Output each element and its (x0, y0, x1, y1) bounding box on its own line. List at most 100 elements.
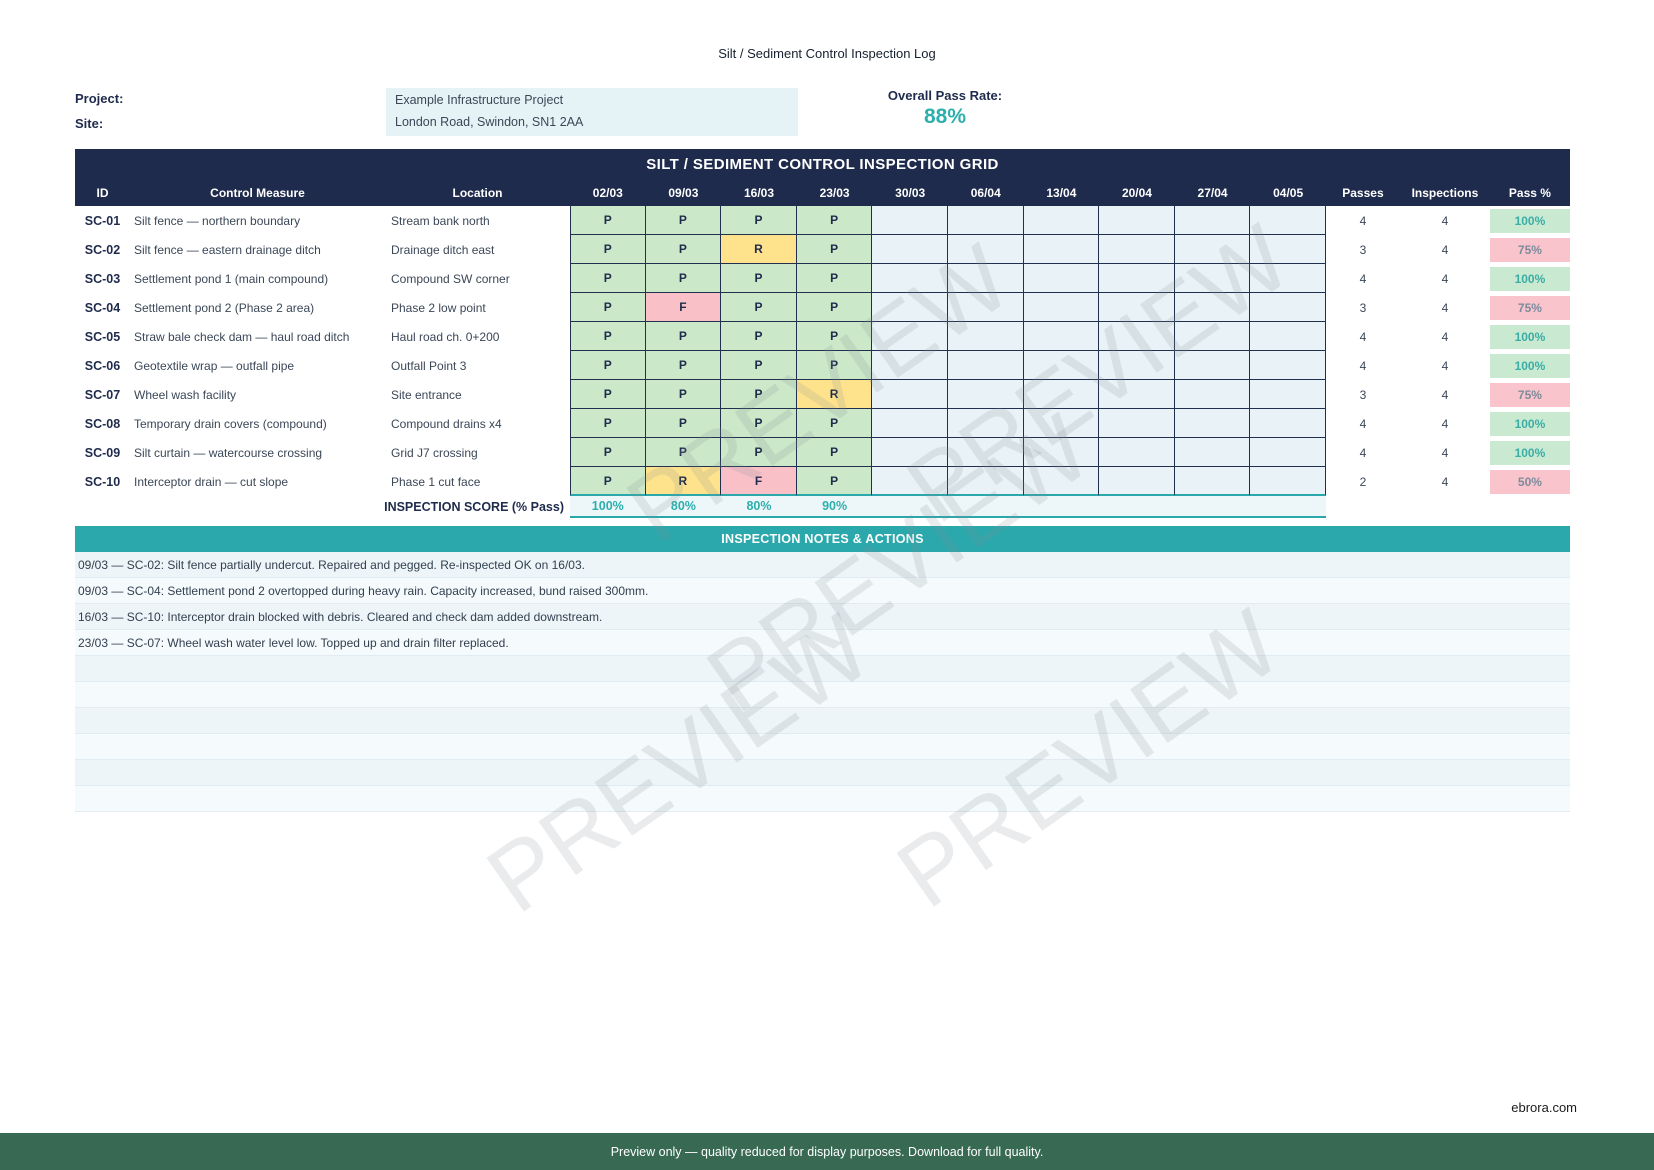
result-cell: P (645, 351, 722, 380)
result-cell (1250, 409, 1326, 438)
col-header-date-1: 09/03 (668, 185, 699, 200)
result-cell (1174, 467, 1251, 496)
score-cell-4 (872, 496, 948, 518)
result-cell (1099, 380, 1175, 409)
col-header-id: ID (96, 185, 109, 200)
row-passes: 4 (1359, 271, 1367, 286)
row-location: Grid J7 crossing (391, 445, 478, 460)
grid-row-SC-10: SC-10 Interceptor drain — cut slope Phase … (75, 467, 1570, 496)
col-header-inspections: Inspections (1411, 185, 1479, 200)
pass-rate-value: 88% (923, 105, 967, 128)
result-cell: P (796, 293, 873, 322)
result-cell: P (796, 235, 873, 264)
row-location: Phase 2 low point (391, 300, 486, 315)
inspection-score-row: INSPECTION SCORE (% Pass) 100% 80% 80% 90% (75, 496, 1570, 518)
result-cell: P (721, 264, 797, 293)
grid-row-SC-04: SC-04 Settlement pond 2 (Phase 2 area) Pha… (75, 293, 1570, 322)
notes-title: INSPECTION NOTES & ACTIONS (75, 526, 1570, 552)
result-cell (872, 409, 948, 438)
result-cell: F (645, 293, 722, 322)
result-cell (947, 264, 1024, 293)
row-pass-pct: 50% (1489, 467, 1570, 496)
pass-pct-chip: 75% (1489, 295, 1570, 320)
note-empty-row (75, 760, 1570, 786)
row-pass-pct: 75% (1489, 293, 1570, 322)
result-cell (1174, 264, 1251, 293)
brand-link: ebrora.com (1511, 1100, 1577, 1115)
row-id: SC-06 (84, 358, 121, 373)
row-location: Compound SW corner (391, 271, 510, 286)
result-cell (1250, 264, 1326, 293)
result-cell: P (645, 235, 722, 264)
pass-rate-label: Overall Pass Rate: (887, 88, 1003, 103)
grid-header-row: ID Control Measure Location 02/03 09/03 16/03… (75, 179, 1570, 206)
inspection-score-label: INSPECTION SCORE (% Pass) (384, 500, 564, 514)
result-cell (872, 438, 948, 467)
col-header-date-7: 20/04 (1121, 185, 1152, 200)
note-item: 23/03 — SC-07: Wheel wash water level lo… (75, 630, 1570, 656)
row-location: Phase 1 cut face (391, 474, 481, 489)
grid-body: ID Control Measure Location 02/03 09/03 16/03… (75, 179, 1570, 518)
result-cell: P (721, 322, 797, 351)
result-cell (872, 322, 948, 351)
result-cell (1023, 380, 1100, 409)
result-cell (1174, 438, 1251, 467)
row-measure: Geotextile wrap — outfall pipe (134, 358, 295, 373)
row-pass-pct: 100% (1489, 206, 1570, 235)
result-cell: P (645, 438, 722, 467)
result-cell (1099, 351, 1175, 380)
result-cell: P (796, 322, 873, 351)
result-cell: P (645, 206, 722, 235)
result-cell (947, 235, 1024, 264)
row-location: Site entrance (391, 387, 462, 402)
row-pass-pct: 100% (1489, 322, 1570, 351)
grid-row-SC-05: SC-05 Straw bale check dam — haul road di… (75, 322, 1570, 351)
info-values-panel (386, 88, 798, 136)
result-cell (1174, 380, 1251, 409)
result-cell (1099, 293, 1175, 322)
result-cell (1250, 467, 1326, 496)
result-cell: F (721, 467, 797, 496)
row-id: SC-10 (84, 474, 121, 489)
row-id: SC-05 (84, 329, 121, 344)
row-measure: Wheel wash facility (134, 387, 237, 402)
score-cell-8 (1174, 496, 1251, 518)
result-cell: P (721, 206, 797, 235)
note-item: 09/03 — SC-02: Silt fence partially unde… (75, 552, 1570, 578)
col-header-date-0: 02/03 (592, 185, 623, 200)
pass-pct-chip: 100% (1489, 324, 1570, 349)
pass-pct-chip: 75% (1489, 237, 1570, 262)
result-cell: P (796, 264, 873, 293)
row-pass-pct: 100% (1489, 264, 1570, 293)
score-cell-2: 80% (721, 496, 797, 518)
col-header-date-3: 23/03 (819, 185, 850, 200)
result-cell (1023, 264, 1100, 293)
result-cell: P (721, 380, 797, 409)
grid-row-SC-06: SC-06 Geotextile wrap — outfall pipe Outfa… (75, 351, 1570, 380)
row-pass-pct: 75% (1489, 235, 1570, 264)
pass-pct-chip: 100% (1489, 266, 1570, 291)
pass-pct-chip: 100% (1489, 208, 1570, 233)
result-cell (872, 467, 948, 496)
result-cell (1023, 293, 1100, 322)
note-empty-row (75, 786, 1570, 812)
row-measure: Straw bale check dam — haul road ditch (134, 329, 350, 344)
col-header-date-5: 06/04 (970, 185, 1001, 200)
score-cell-9 (1250, 496, 1326, 518)
pass-pct-chip: 100% (1489, 440, 1570, 465)
row-measure: Temporary drain covers (compound) (134, 416, 327, 431)
result-cell: P (721, 409, 797, 438)
row-passes: 3 (1359, 242, 1367, 257)
result-cell (947, 206, 1024, 235)
result-cell (947, 380, 1024, 409)
result-cell: P (645, 409, 722, 438)
row-passes: 3 (1359, 387, 1367, 402)
grid-row-SC-01: SC-01 Silt fence — northern boundary Strea… (75, 206, 1570, 235)
row-passes: 4 (1359, 329, 1367, 344)
info-block: Project: Site: Example Infrastructure Pr… (75, 88, 1570, 138)
row-inspections: 4 (1441, 358, 1449, 373)
result-cell (1250, 206, 1326, 235)
result-cell (1099, 264, 1175, 293)
row-measure: Settlement pond 2 (Phase 2 area) (134, 300, 315, 315)
